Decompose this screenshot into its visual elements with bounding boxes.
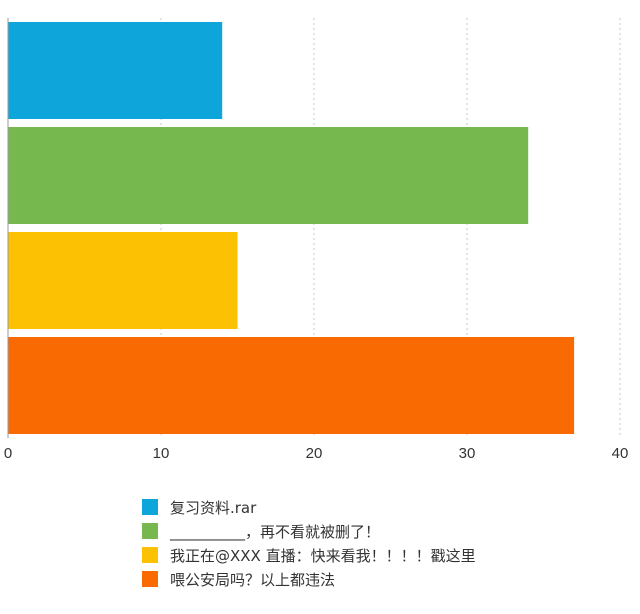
legend-swatch bbox=[142, 547, 158, 563]
legend: 复习资料.rar __________，再不看就被删了！ 我正在@XXX 直播：快来… bbox=[142, 496, 476, 592]
bar-2 bbox=[8, 127, 529, 224]
legend-item: __________，再不看就被删了！ bbox=[142, 520, 476, 542]
legend-label: 喂公安局吗？以上都违法 bbox=[170, 570, 336, 589]
legend-item: 复习资料.rar bbox=[142, 496, 476, 518]
legend-item: 我正在@XXX 直播：快来看我！！！！戳这里 bbox=[142, 544, 476, 566]
x-tick-label: 40 bbox=[612, 445, 629, 462]
x-axis-ticks: 0 10 20 30 40 bbox=[4, 445, 629, 462]
legend-swatch bbox=[142, 571, 158, 587]
legend-label: 我正在@XXX 直播：快来看我！！！！戳这里 bbox=[170, 546, 476, 565]
legend-label: 复习资料.rar bbox=[170, 498, 257, 517]
legend-label: __________，再不看就被删了！ bbox=[170, 522, 381, 541]
x-tick-label: 30 bbox=[459, 445, 476, 462]
bar-1 bbox=[8, 22, 223, 119]
legend-swatch bbox=[142, 523, 158, 539]
bars bbox=[8, 22, 575, 434]
x-tick-label: 0 bbox=[4, 445, 12, 462]
legend-swatch bbox=[142, 499, 158, 515]
bar-4 bbox=[8, 337, 575, 434]
legend-item: 喂公安局吗？以上都违法 bbox=[142, 568, 476, 590]
bar-chart: 0 10 20 30 40 bbox=[4, 18, 629, 462]
x-tick-label: 10 bbox=[153, 445, 170, 462]
bar-3 bbox=[8, 232, 238, 329]
x-tick-label: 20 bbox=[306, 445, 323, 462]
